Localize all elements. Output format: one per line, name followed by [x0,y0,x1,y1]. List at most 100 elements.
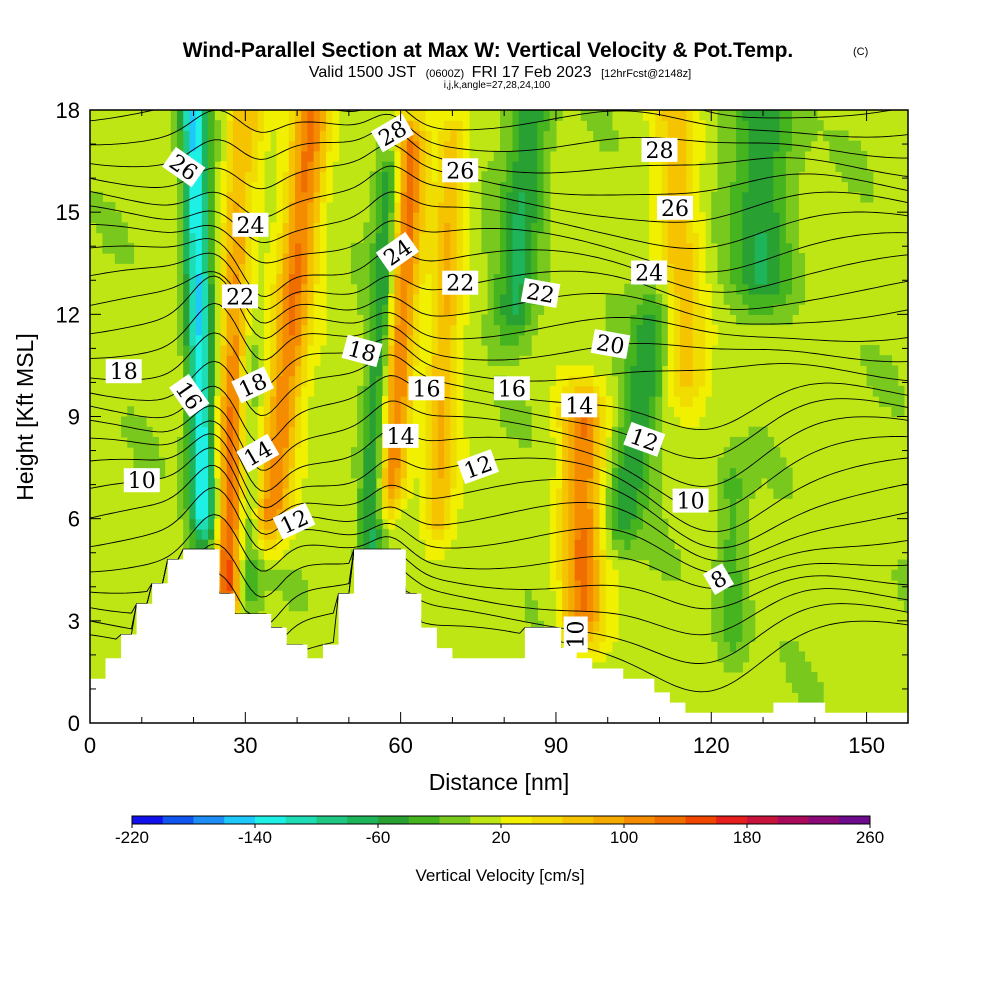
velocity-cell [406,344,414,356]
velocity-cell [319,201,327,213]
velocity-cell [562,457,569,469]
velocity-cell [549,549,557,561]
velocity-cell [369,253,377,264]
velocity-cell [276,549,284,561]
velocity-cell [437,253,445,264]
velocity-cell [431,222,439,234]
isentrope-label: 10 [672,488,709,515]
velocity-cell [220,559,228,571]
velocity-cell [872,385,880,397]
colorbar-swatch [501,816,533,824]
velocity-cell [232,314,240,326]
velocity-cell [295,365,302,377]
velocity-cell [406,283,414,295]
velocity-cell [705,355,712,367]
velocity-cell [667,283,675,295]
velocity-cell [500,110,507,121]
velocity-cell [369,222,377,234]
velocity-cell [444,396,451,407]
velocity-cell [785,110,793,121]
velocity-cell [500,344,507,356]
velocity-cell [692,365,700,377]
velocity-cell [816,120,824,132]
velocity-cell [487,253,495,264]
velocity-cell [754,242,762,254]
velocity-cell [760,232,768,244]
velocity-cell [531,314,538,326]
velocity-cell [214,528,222,540]
velocity-cell [742,498,750,510]
velocity-cell [425,110,433,121]
velocity-cell [332,120,340,132]
velocity-cell [785,171,793,183]
velocity-cell [636,528,644,540]
velocity-cell [400,171,408,183]
velocity-cell [288,273,296,285]
velocity-cell [369,201,377,213]
velocity-cell [319,130,327,142]
velocity-cell [618,375,625,387]
velocity-cell [642,293,650,305]
velocity-cell [729,120,737,132]
velocity-cell [773,273,781,285]
velocity-cell [767,110,774,121]
velocity-cell [792,130,799,142]
velocity-cell [307,334,315,346]
velocity-cell [388,477,396,489]
velocity-cell [524,314,532,326]
velocity-cell [400,140,408,152]
velocity-cell [176,477,184,489]
velocity-cell [183,426,190,438]
velocity-cell [742,590,750,601]
velocity-cell [183,253,190,264]
velocity-cell [655,498,663,510]
colorbar-swatch [593,816,625,824]
velocity-cell [636,539,644,550]
velocity-cell [742,620,750,632]
velocity-cell [611,508,619,520]
velocity-cell [618,365,625,377]
velocity-cell [375,385,383,397]
velocity-cell [388,201,396,213]
velocity-cell [288,171,296,183]
velocity-cell [618,508,625,520]
velocity-cell [400,324,408,336]
velocity-cell [810,692,818,704]
velocity-cell [717,590,725,601]
velocity-cell [742,212,750,223]
velocity-cell [183,334,190,346]
velocity-cell [555,559,563,571]
velocity-cell [487,161,495,172]
velocity-cell [307,110,315,121]
velocity-cell [792,191,799,203]
velocity-cell [742,477,750,489]
isentrope-label-text: 22 [524,280,556,309]
velocity-cell [599,385,607,397]
velocity-cell [897,396,905,407]
velocity-cell [375,355,383,367]
velocity-cell [214,518,222,530]
colorbar-tick-label: 100 [610,828,638,847]
velocity-cell [139,436,147,448]
velocity-cell [537,110,545,121]
velocity-cell [431,447,439,458]
velocity-cell [673,181,681,193]
velocity-cell [257,559,265,571]
velocity-cell [785,304,793,315]
velocity-cell [587,375,594,387]
velocity-cell [692,385,700,397]
velocity-cell [742,222,750,234]
velocity-cell [587,631,594,642]
velocity-cell [245,600,253,612]
velocity-cell [208,283,215,295]
velocity-cell [717,549,725,561]
velocity-cell [437,222,445,234]
colorbar-swatch [808,816,840,824]
velocity-cell [208,488,215,499]
velocity-cell [549,477,557,489]
velocity-cell [792,150,799,162]
velocity-cell [406,365,414,377]
velocity-cell [201,467,209,479]
velocity-cell [357,436,364,448]
velocity-cell [729,283,737,295]
